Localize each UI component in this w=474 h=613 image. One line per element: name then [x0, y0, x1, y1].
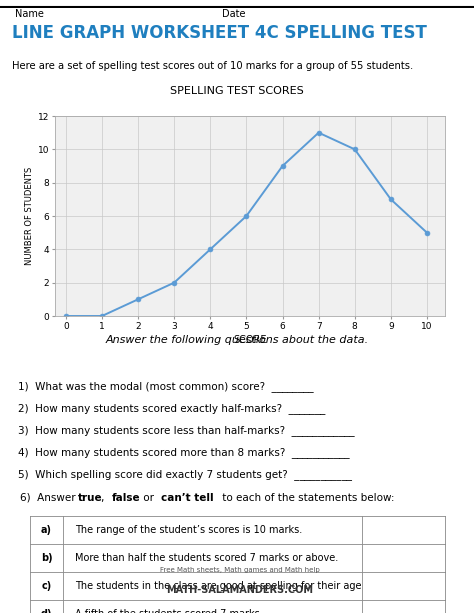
Text: c): c)	[41, 581, 52, 591]
Text: false: false	[112, 493, 140, 503]
Text: can’t tell: can’t tell	[162, 493, 214, 503]
Text: 2)  How many students scored exactly half-marks?  _______: 2) How many students scored exactly half…	[18, 403, 325, 414]
Text: SPELLING TEST SCORES: SPELLING TEST SCORES	[170, 86, 303, 96]
Text: LINE GRAPH WORKSHEET 4C SPELLING TEST: LINE GRAPH WORKSHEET 4C SPELLING TEST	[12, 25, 427, 42]
Text: 6)  Answer: 6) Answer	[20, 493, 79, 503]
Text: d): d)	[41, 609, 52, 613]
Text: ,: ,	[101, 493, 108, 503]
Text: A fifth of the students scored 7 marks.: A fifth of the students scored 7 marks.	[75, 609, 263, 613]
Text: The range of the student’s scores is 10 marks.: The range of the student’s scores is 10 …	[75, 525, 302, 535]
Text: 5)  Which spelling score did exactly 7 students get?  ___________: 5) Which spelling score did exactly 7 st…	[18, 470, 352, 481]
Text: b): b)	[41, 553, 53, 563]
Text: Name: Name	[15, 9, 44, 19]
Text: a): a)	[41, 525, 52, 535]
Text: 4)  How many students scored more than 8 marks?  ___________: 4) How many students scored more than 8 …	[18, 447, 350, 459]
Text: More than half the students scored 7 marks or above.: More than half the students scored 7 mar…	[75, 553, 338, 563]
Text: Date: Date	[222, 9, 246, 19]
Text: true: true	[78, 493, 103, 503]
Text: The students in the class are good at spelling for their age.: The students in the class are good at sp…	[75, 581, 365, 591]
Text: MATH-SALAMANDERS.COM: MATH-SALAMANDERS.COM	[166, 585, 313, 595]
Text: to each of the statements below:: to each of the statements below:	[219, 493, 394, 503]
Text: 3)  How many students score less than half-marks?  ____________: 3) How many students score less than hal…	[18, 425, 355, 436]
Text: Answer the following questions about the data.: Answer the following questions about the…	[106, 335, 369, 345]
Text: 1)  What was the modal (most common) score?  ________: 1) What was the modal (most common) scor…	[18, 381, 314, 392]
Text: Here are a set of spelling test scores out of 10 marks for a group of 55 student: Here are a set of spelling test scores o…	[12, 61, 413, 71]
Text: Free Math sheets, Math games and Math help: Free Math sheets, Math games and Math he…	[160, 567, 320, 573]
X-axis label: SCORE: SCORE	[233, 335, 267, 345]
Text: or: or	[140, 493, 157, 503]
Y-axis label: NUMBER OF STUDENTS: NUMBER OF STUDENTS	[25, 167, 34, 265]
